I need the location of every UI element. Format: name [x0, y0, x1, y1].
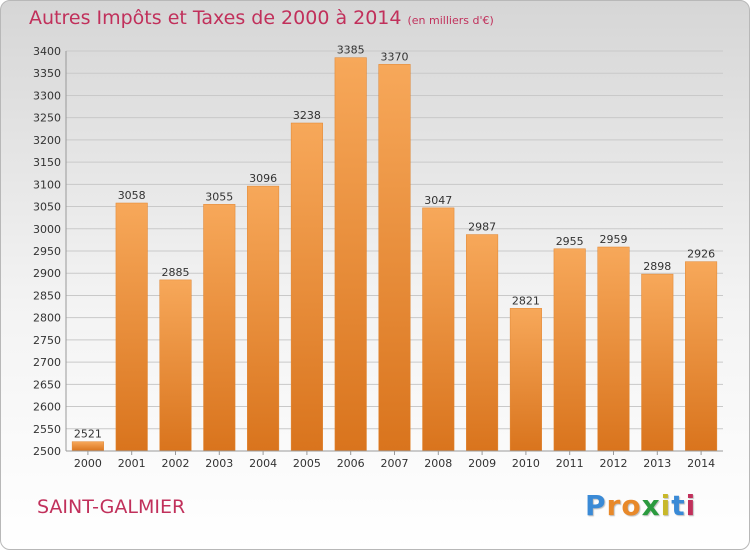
data-label-2013: 2898: [643, 260, 671, 273]
y-tick-label: 3400: [33, 45, 61, 58]
bar-2013: [641, 273, 674, 452]
y-tick-label: 2900: [33, 267, 61, 280]
x-tick-label: 2001: [118, 457, 146, 470]
y-tick-label: 2850: [33, 289, 61, 302]
data-label-2011: 2955: [556, 235, 584, 248]
x-tick-label: 2007: [381, 457, 409, 470]
y-tick-label: 3050: [33, 201, 61, 214]
bar-2014: [685, 261, 718, 452]
x-axis-ticks: 2000 2001 2002 2003 2004 2005 2006 2007 2008 2009…: [66, 450, 723, 470]
bars: 2521 3058 2885 3055 3096 3238 3385 3370 3047 2987…: [71, 44, 718, 452]
logo-letter: t: [671, 489, 686, 522]
y-tick-label: 3200: [33, 134, 61, 147]
chart-title: Autres Impôts et Taxes de 2000 à 2014 (en…: [29, 7, 494, 29]
bar-2000: [71, 441, 104, 452]
bar-2004: [247, 185, 280, 452]
data-label-2006: 3385: [337, 44, 365, 57]
data-label-2001: 3058: [118, 189, 146, 202]
y-tick-label: 3350: [33, 67, 61, 80]
data-label-2014: 2926: [687, 248, 715, 261]
logo-letter: P: [585, 489, 607, 522]
x-tick-label: 2010: [512, 457, 540, 470]
data-label-2002: 2885: [162, 266, 190, 279]
bar-2008: [422, 207, 455, 452]
x-tick-label: 2011: [556, 457, 584, 470]
bar-2002: [159, 279, 192, 452]
x-tick-label: 2013: [643, 457, 671, 470]
x-tick-label: 2008: [424, 457, 452, 470]
bar-2003: [203, 204, 236, 452]
y-tick-label: 2750: [33, 334, 61, 347]
data-label-2012: 2959: [600, 233, 628, 246]
x-tick-label: 2014: [687, 457, 715, 470]
data-label-2009: 2987: [468, 221, 496, 234]
bar-2007: [378, 64, 411, 452]
y-tick-label: 2800: [33, 312, 61, 325]
y-tick-label: 2500: [33, 445, 61, 458]
x-tick-label: 2003: [205, 457, 233, 470]
y-tick-label: 2550: [33, 423, 61, 436]
chart-subtitle: (en milliers d'€): [407, 14, 494, 27]
logo-letter: r: [606, 489, 622, 522]
bar-2012: [597, 246, 630, 452]
y-tick-label: 2600: [33, 401, 61, 414]
data-label-2010: 2821: [512, 294, 540, 307]
y-tick-label: 3300: [33, 89, 61, 102]
bar-2006: [334, 57, 367, 452]
x-tick-label: 2009: [468, 457, 496, 470]
logo-letter: o: [621, 489, 642, 522]
x-tick-label: 2005: [293, 457, 321, 470]
y-tick-label: 3150: [33, 156, 61, 169]
logo-letter: x: [641, 489, 661, 522]
chart-title-text: Autres Impôts et Taxes de 2000 à 2014: [29, 7, 402, 29]
y-tick-label: 2950: [33, 245, 61, 258]
data-label-2003: 3055: [205, 190, 233, 203]
x-tick-label: 2012: [600, 457, 628, 470]
y-tick-label: 3000: [33, 223, 61, 236]
bar-2011: [553, 248, 586, 452]
data-label-2000: 2521: [74, 428, 102, 441]
y-tick-label: 3250: [33, 112, 61, 125]
y-axis-ticks: 2500 2550 2600 2650 2700 2750 2800 2850 2900 2950…: [33, 45, 61, 458]
data-label-2007: 3370: [381, 50, 409, 63]
y-tick-label: 3100: [33, 178, 61, 191]
bar-2005: [290, 122, 323, 452]
x-tick-label: 2002: [162, 457, 190, 470]
data-label-2004: 3096: [249, 172, 277, 185]
commune-name: SAINT-GALMIER: [37, 496, 186, 518]
x-tick-label: 2000: [74, 457, 102, 470]
y-tick-label: 2700: [33, 356, 61, 369]
proxiti-logo[interactable]: Proxiti: [585, 489, 696, 522]
data-label-2005: 3238: [293, 109, 321, 122]
bar-2001: [115, 202, 148, 452]
bar-2009: [466, 234, 499, 452]
logo-letter: i: [685, 489, 697, 522]
bar-2010: [509, 308, 542, 452]
x-tick-label: 2004: [249, 457, 277, 470]
x-tick-label: 2006: [337, 457, 365, 470]
logo-letter: i: [660, 489, 672, 522]
y-tick-label: 2650: [33, 378, 61, 391]
data-label-2008: 3047: [424, 194, 452, 207]
